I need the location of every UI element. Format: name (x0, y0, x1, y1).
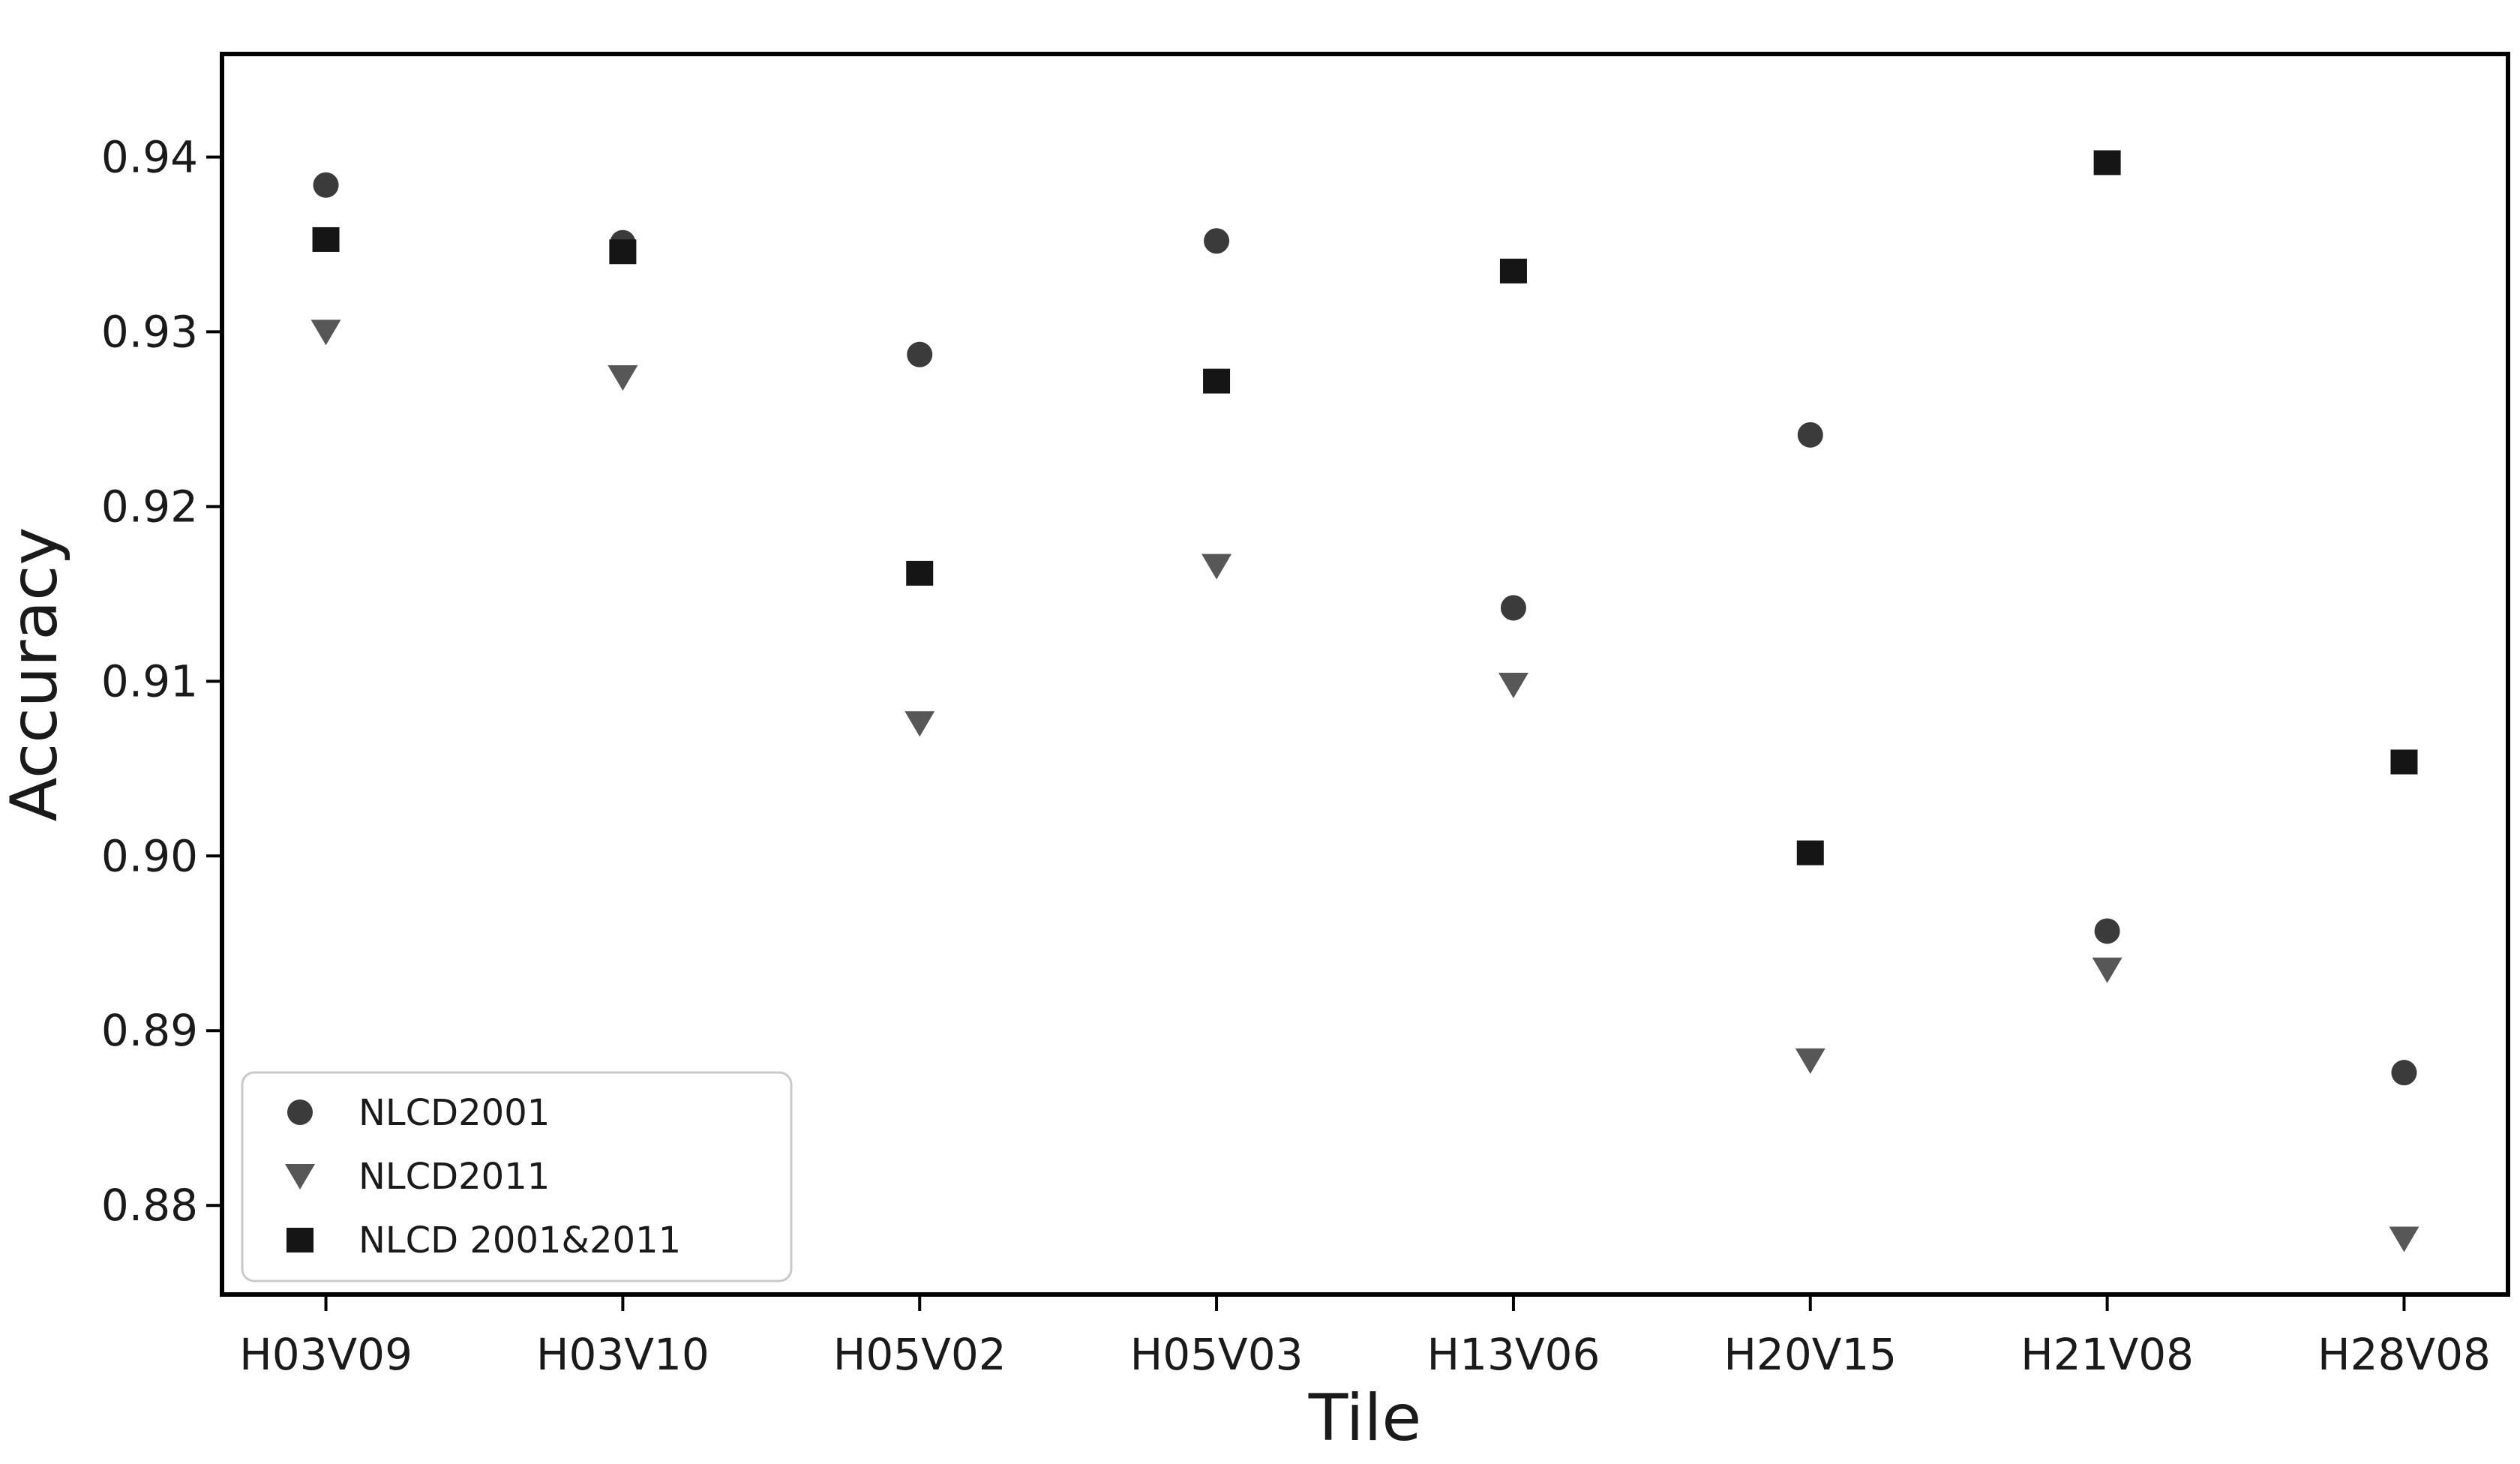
legend-label: NLCD2011 (358, 1156, 550, 1198)
data-point-nlcd2011-h05v03 (1202, 554, 1232, 580)
data-point-nlcd-2001-2011-h05v03 (1203, 368, 1231, 394)
x-axis-ticks: H03V09 H03V10 H05V02 H05V03 H13V06 H20V15 H21V… (239, 1294, 2491, 1380)
legend-label: NLCD2001 (358, 1092, 550, 1134)
data-point-nlcd2001-h21v08 (2094, 918, 2120, 944)
y-tick-label: 0.93 (101, 306, 198, 357)
legend-marker-triangle-down-icon (285, 1164, 315, 1190)
x-tick-label: H05V02 (833, 1329, 1006, 1380)
data-point-nlcd-2001-2011-h28v08 (2390, 749, 2418, 775)
x-tick-label: H28V08 (2318, 1329, 2491, 1380)
data-point-nlcd-2001-2011-h20v15 (1796, 840, 1824, 866)
x-tick-label: H05V03 (1130, 1329, 1304, 1380)
data-point-nlcd-2001-2011-h21v08 (2093, 150, 2121, 176)
x-tick-label: H03V09 (239, 1329, 412, 1380)
x-axis-title: Tile (1308, 1381, 1422, 1456)
legend-marker-circle-icon (287, 1100, 313, 1125)
legend: NLCD2001 NLCD2011 NLCD 2001&2011 (241, 1071, 793, 1282)
data-point-nlcd2011-h28v08 (2389, 1226, 2420, 1252)
y-tick-label: 0.92 (101, 481, 198, 532)
data-point-nlcd2011-h03v09 (310, 320, 341, 346)
y-axis-title: Accuracy (0, 527, 72, 822)
data-point-nlcd2011-h05v02 (904, 711, 935, 737)
data-point-nlcd2001-h03v09 (313, 172, 339, 198)
y-tick-label: 0.89 (101, 1005, 198, 1056)
y-tick-label: 0.91 (101, 656, 198, 706)
data-point-nlcd2011-h13v06 (1498, 672, 1528, 698)
legend-box (241, 1071, 793, 1282)
legend-marker-square-icon (286, 1228, 314, 1252)
data-point-nlcd2001-h20v15 (1797, 422, 1823, 448)
legend-label: NLCD 2001&2011 (358, 1220, 681, 1262)
data-point-nlcd2001-h05v03 (1204, 228, 1230, 254)
data-point-nlcd-2001-2011-h13v06 (1499, 258, 1527, 284)
data-point-nlcd-2001-2011-h03v10 (609, 239, 637, 265)
data-point-nlcd2001-h13v06 (1500, 595, 1526, 621)
x-tick-label: H20V15 (1724, 1329, 1897, 1380)
data-point-nlcd-2001-2011-h05v02 (906, 560, 934, 586)
data-point-nlcd2001-h05v02 (907, 341, 933, 368)
data-points (310, 150, 2420, 1252)
y-axis-ticks: 0.88 0.89 0.90 0.91 0.92 0.93 0.94 (101, 131, 222, 1231)
data-point-nlcd2001-h28v08 (2391, 1060, 2417, 1086)
x-tick-label: H13V06 (1426, 1329, 1600, 1380)
data-point-nlcd2011-h21v08 (2092, 957, 2122, 983)
x-tick-label: H03V10 (536, 1329, 710, 1380)
y-tick-label: 0.88 (101, 1180, 198, 1231)
data-point-nlcd2011-h03v10 (608, 364, 638, 391)
y-tick-label: 0.94 (101, 131, 198, 182)
y-tick-label: 0.90 (101, 830, 198, 881)
data-point-nlcd-2001-2011-h03v09 (312, 226, 340, 252)
data-point-nlcd2011-h20v15 (1795, 1048, 1826, 1074)
x-tick-label: H21V08 (2020, 1329, 2194, 1380)
